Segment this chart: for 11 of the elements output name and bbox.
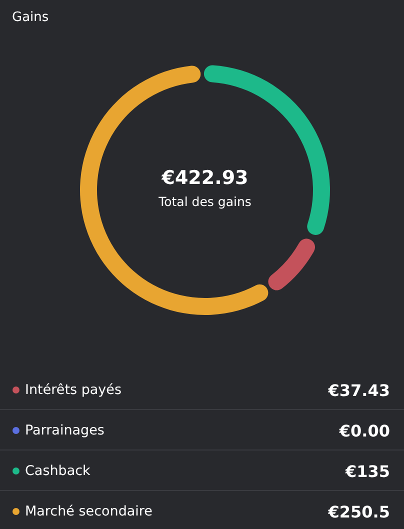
legend-label: Marché secondaire xyxy=(25,504,152,520)
legend-label: Cashback xyxy=(25,463,91,479)
legend-label: Parrainages xyxy=(25,422,104,438)
data-label: €37.43 xyxy=(327,381,390,400)
chart-title: Gains xyxy=(12,10,49,25)
data-label: €135 xyxy=(344,462,390,481)
text: €422.93 xyxy=(160,167,248,189)
legend-label: Intérêts payés xyxy=(25,382,122,398)
data-label: €250.5 xyxy=(327,502,390,522)
text: Total des gains xyxy=(158,194,252,209)
text: €0.00 xyxy=(339,422,390,440)
